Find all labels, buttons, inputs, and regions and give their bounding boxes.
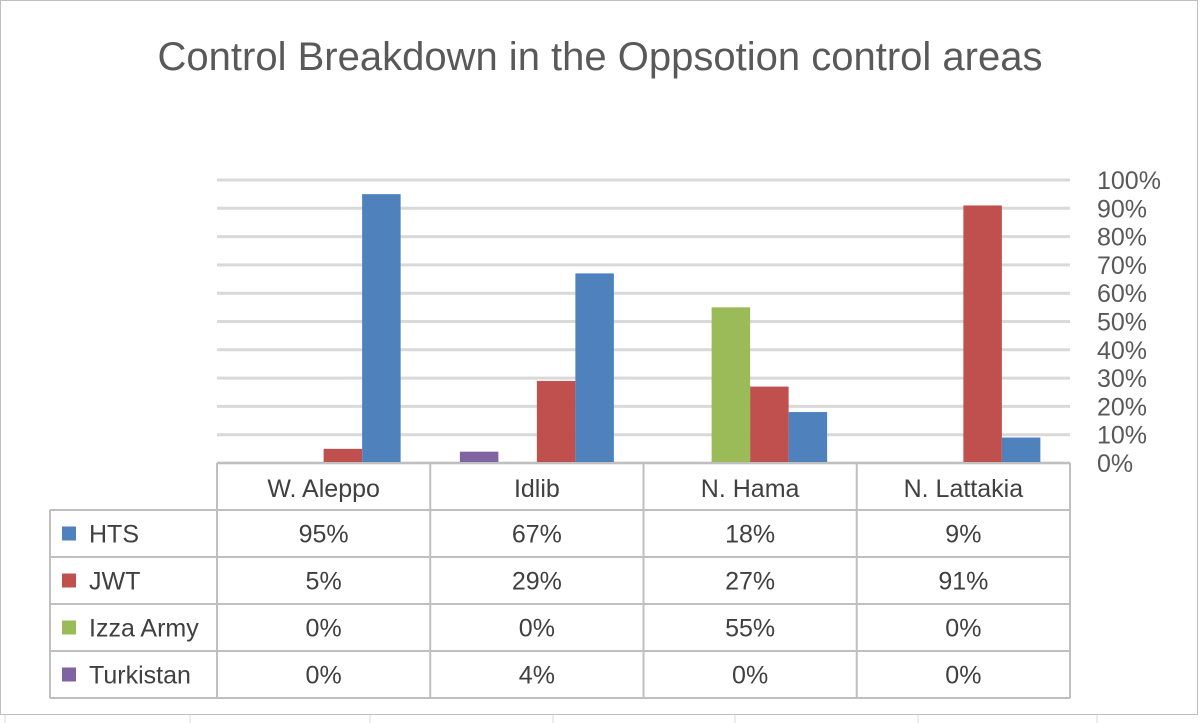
legend-key-izza-army [62,620,76,635]
y-tick-label: 70% [1097,252,1147,280]
chart-title: Control Breakdown in the Oppsotion contr… [157,35,1043,79]
y-tick-label: 90% [1097,195,1147,223]
table-cell-value: 67% [512,521,562,549]
table-cell-value: 4% [519,662,555,690]
table-cell-value: 29% [512,568,562,596]
series-name: JWT [89,568,140,596]
legend-key-jwt [62,573,76,588]
y-tick-label: 80% [1097,224,1147,252]
table-cell-value: 91% [938,568,988,596]
table-cell-value: 0% [945,662,981,690]
bar-hts [575,273,614,463]
table-cell-value: 0% [306,615,342,643]
category-label: W. Aleppo [267,475,380,503]
spreadsheet-gridline-strip [0,715,1200,723]
legend-key-turkistan [62,667,76,682]
category-label: N. Hama [701,475,800,503]
bar-turkistan [459,451,499,463]
y-tick-label: 30% [1097,365,1147,393]
y-tick-label: 10% [1097,422,1147,450]
bar-jwt [323,448,363,463]
y-tick-label: 20% [1097,393,1147,421]
y-tick-label: 50% [1097,309,1147,337]
category-label: N. Lattakia [904,475,1024,503]
bar-jwt [963,205,1002,463]
table-cell-value: 18% [725,521,775,549]
bar-jwt [536,380,576,463]
series-name: Izza Army [89,615,199,643]
bar-izza-army [711,307,751,463]
series-name: HTS [89,521,139,549]
legend-key-hts [62,526,76,541]
table-cell-value: 0% [306,662,342,690]
bar-hts [362,194,401,463]
table-cell-value: 55% [725,615,775,643]
table-cell-value: 0% [519,615,555,643]
y-tick-label: 0% [1097,450,1133,478]
y-tick-label: 40% [1097,337,1147,365]
table-cell-value: 0% [945,615,981,643]
category-label: Idlib [514,475,560,503]
y-tick-label: 60% [1097,280,1147,308]
bar-hts [788,412,828,463]
bar-hts [1001,437,1041,463]
table-cell-value: 0% [732,662,768,690]
table-cell-value: 27% [725,568,775,596]
y-tick-label: 100% [1097,167,1161,195]
table-cell-value: 95% [299,521,349,549]
bar-jwt [750,386,789,463]
table-cell-value: 9% [945,521,981,549]
series-name: Turkistan [89,662,191,690]
table-cell-value: 5% [306,568,342,596]
